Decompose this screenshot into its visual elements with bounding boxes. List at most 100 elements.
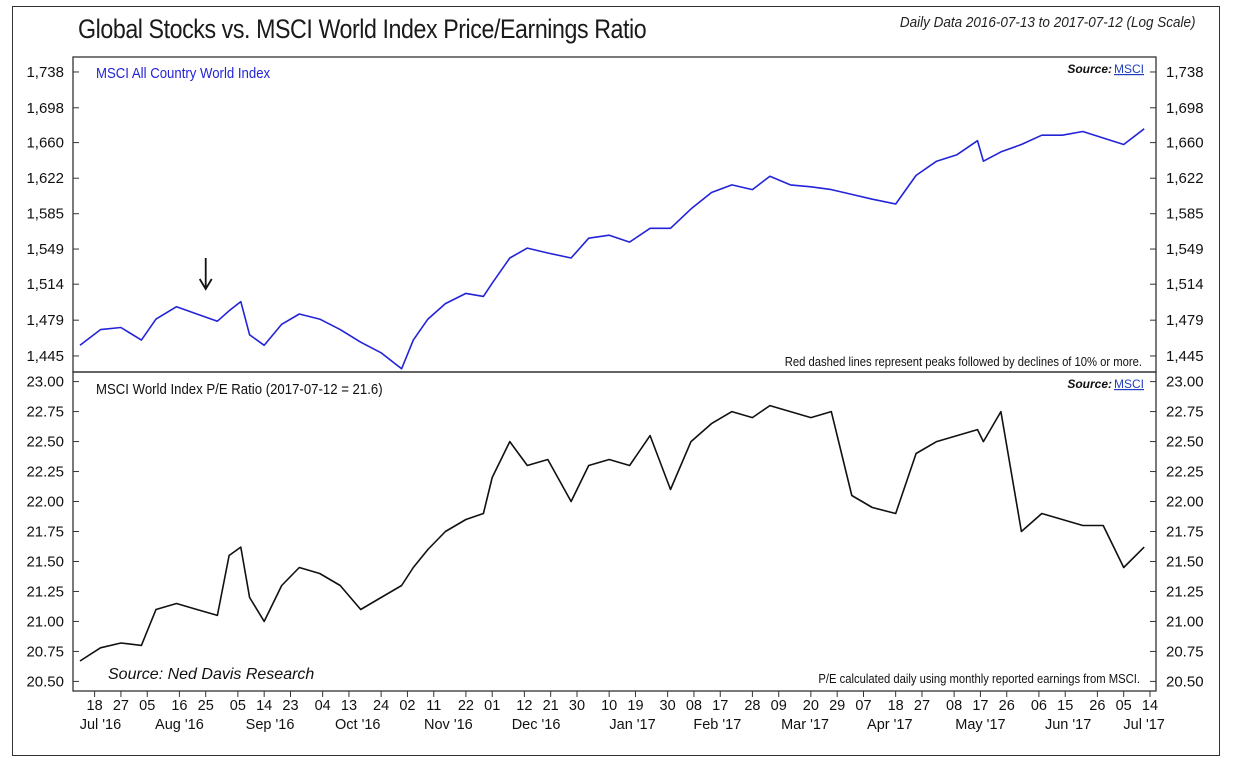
- x-day-label: 05: [1116, 698, 1132, 714]
- x-day-label: 13: [341, 698, 357, 714]
- top-ytick-label-right: 1,549: [1166, 241, 1204, 258]
- x-day-label: 02: [399, 698, 415, 714]
- top-ytick-label-left: 1,585: [26, 206, 64, 223]
- bottom-ytick-label-left: 21.25: [26, 583, 64, 600]
- x-month-label: Jun '17: [1045, 717, 1091, 733]
- bottom-ytick-label-right: 21.25: [1166, 583, 1204, 600]
- x-month-label: Feb '17: [693, 717, 741, 733]
- x-day-label: 17: [972, 698, 988, 714]
- bottom-panel-label: MSCI World Index P/E Ratio (2017-07-12 =…: [96, 380, 383, 397]
- x-day-label: 27: [113, 698, 129, 714]
- bottom-ytick-label-right: 22.50: [1166, 434, 1204, 451]
- top-ytick-label-left: 1,445: [26, 348, 64, 365]
- bottom-source-prefix: Source:: [1067, 377, 1112, 391]
- chart-title: Global Stocks vs. MSCI World Index Price…: [78, 14, 647, 44]
- bottom-source-link[interactable]: MSCI: [1114, 377, 1144, 391]
- x-day-label: 09: [771, 698, 787, 714]
- x-day-label: 06: [1031, 698, 1047, 714]
- down-arrow-icon: [198, 258, 213, 291]
- x-day-label: 16: [171, 698, 187, 714]
- x-day-label: 20: [803, 698, 819, 714]
- top-ytick-label-right: 1,738: [1166, 64, 1204, 81]
- top-panel-note: Red dashed lines represent peaks followe…: [785, 354, 1142, 369]
- bottom-ytick-label-left: 20.50: [26, 673, 64, 690]
- bottom-ytick-label-right: 20.75: [1166, 643, 1204, 660]
- top-ytick-label-left: 1,660: [26, 135, 64, 152]
- x-day-label: 28: [744, 698, 760, 714]
- bottom-ytick-label-right: 23.00: [1166, 374, 1204, 391]
- top-ytick-label-right: 1,445: [1166, 348, 1204, 365]
- bottom-ytick-label-right: 22.75: [1166, 404, 1204, 421]
- x-day-label: 14: [256, 698, 272, 714]
- bottom-ytick-label-right: 21.00: [1166, 613, 1204, 630]
- x-day-label: 27: [914, 698, 930, 714]
- x-month-label: Aug '16: [155, 717, 204, 733]
- x-month-label: Apr '17: [867, 717, 913, 733]
- bottom-ytick-label-right: 21.75: [1166, 524, 1204, 541]
- x-day-label: 18: [87, 698, 103, 714]
- x-day-label: 19: [627, 698, 643, 714]
- top-ytick-label-left: 1,698: [26, 100, 64, 117]
- x-day-label: 22: [458, 698, 474, 714]
- top-ytick-label-right: 1,660: [1166, 135, 1204, 152]
- bottom-ytick-label-left: 22.25: [26, 464, 64, 481]
- x-day-label: 08: [946, 698, 962, 714]
- x-month-label: Mar '17: [781, 717, 829, 733]
- x-day-label: 30: [660, 698, 676, 714]
- x-day-label: 17: [712, 698, 728, 714]
- x-month-label: Nov '16: [424, 717, 473, 733]
- top-ytick-label-right: 1,622: [1166, 170, 1204, 187]
- x-day-label: 23: [282, 698, 298, 714]
- bottom-ytick-label-right: 22.25: [1166, 464, 1204, 481]
- bottom-ytick-label-left: 20.75: [26, 643, 64, 660]
- x-day-label: 15: [1057, 698, 1073, 714]
- bottom-panel-credit: Source: Ned Davis Research: [108, 666, 314, 683]
- bottom-panel-border: [72, 371, 1157, 692]
- x-day-label: 21: [543, 698, 559, 714]
- x-month-label: Jul '17: [1123, 717, 1164, 733]
- top-ytick-label-right: 1,585: [1166, 206, 1204, 223]
- chart-subtitle: Daily Data 2016-07-13 to 2017-07-12 (Log…: [900, 14, 1196, 31]
- x-day-label: 24: [373, 698, 389, 714]
- x-day-label: 10: [601, 698, 617, 714]
- x-day-label: 07: [855, 698, 871, 714]
- bottom-ytick-label-right: 20.50: [1166, 673, 1204, 690]
- x-month-label: Oct '16: [335, 717, 380, 733]
- top-ytick-label-left: 1,549: [26, 241, 64, 258]
- bottom-ytick-label-left: 21.00: [26, 613, 64, 630]
- x-day-label: 26: [999, 698, 1015, 714]
- x-day-label: 25: [198, 698, 214, 714]
- top-ytick-label-left: 1,479: [26, 312, 64, 329]
- x-day-label: 08: [686, 698, 702, 714]
- x-day-label: 11: [426, 698, 441, 714]
- x-day-label: 26: [1089, 698, 1105, 714]
- top-source-prefix: Source:: [1067, 62, 1112, 76]
- x-day-label: 12: [516, 698, 532, 714]
- x-day-label: 01: [484, 698, 500, 714]
- top-ytick-label-left: 1,738: [26, 64, 64, 81]
- bottom-ytick-label-left: 22.75: [26, 404, 64, 421]
- x-month-label: May '17: [955, 717, 1005, 733]
- x-day-label: 05: [139, 698, 155, 714]
- x-month-label: Jan '17: [609, 717, 655, 733]
- x-day-label: 18: [888, 698, 904, 714]
- top-ytick-label-right: 1,479: [1166, 312, 1204, 329]
- chart-frame: [12, 6, 1220, 756]
- x-month-label: Dec '16: [512, 717, 561, 733]
- top-panel-label: MSCI All Country World Index: [96, 64, 270, 81]
- x-day-label: 29: [829, 698, 845, 714]
- bottom-ytick-label-left: 23.00: [26, 374, 64, 391]
- top-ytick-label-right: 1,514: [1166, 276, 1204, 293]
- bottom-ytick-label-left: 21.75: [26, 524, 64, 541]
- msci-acwi-series-line: [79, 128, 1145, 370]
- top-ytick-label-left: 1,622: [26, 170, 64, 187]
- bottom-ytick-label-right: 22.00: [1166, 494, 1204, 511]
- top-source-link[interactable]: MSCI: [1114, 62, 1144, 76]
- x-day-label: 05: [230, 698, 246, 714]
- x-day-label: 14: [1142, 698, 1158, 714]
- top-ytick-label-left: 1,514: [26, 276, 64, 293]
- x-day-label: 30: [569, 698, 585, 714]
- msci-pe-series-line: [79, 404, 1145, 662]
